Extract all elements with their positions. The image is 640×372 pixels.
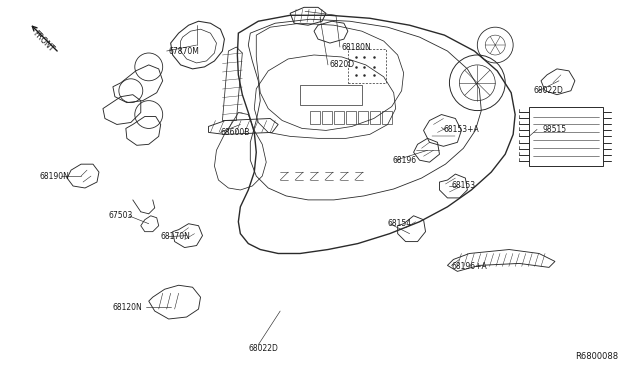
Bar <box>310 110 320 125</box>
Text: 68196: 68196 <box>393 156 417 165</box>
Text: 68190N: 68190N <box>39 171 69 180</box>
Bar <box>370 110 380 125</box>
Text: 68180N: 68180N <box>342 42 372 52</box>
Text: R6800088: R6800088 <box>575 352 619 361</box>
Text: 67870M: 67870M <box>169 46 200 55</box>
Text: 68153+A: 68153+A <box>444 125 479 134</box>
Text: 68120N: 68120N <box>113 302 143 312</box>
Text: 67503: 67503 <box>109 211 133 220</box>
Text: 68153: 68153 <box>451 182 476 190</box>
Bar <box>529 107 603 166</box>
Bar <box>346 110 356 125</box>
Text: 6820D: 6820D <box>330 60 355 70</box>
Bar <box>300 85 362 105</box>
Bar <box>358 110 368 125</box>
Text: 68154: 68154 <box>388 219 412 228</box>
Text: 68196+A: 68196+A <box>451 262 487 271</box>
Bar <box>322 110 332 125</box>
Text: 68022D: 68022D <box>533 86 563 95</box>
Text: 68022D: 68022D <box>248 344 278 353</box>
Bar <box>334 110 344 125</box>
Text: 68600B: 68600B <box>220 128 250 137</box>
Text: FRONT: FRONT <box>31 29 56 54</box>
Text: 98515: 98515 <box>542 125 566 134</box>
Text: 68170N: 68170N <box>161 232 191 241</box>
Bar <box>381 110 392 125</box>
